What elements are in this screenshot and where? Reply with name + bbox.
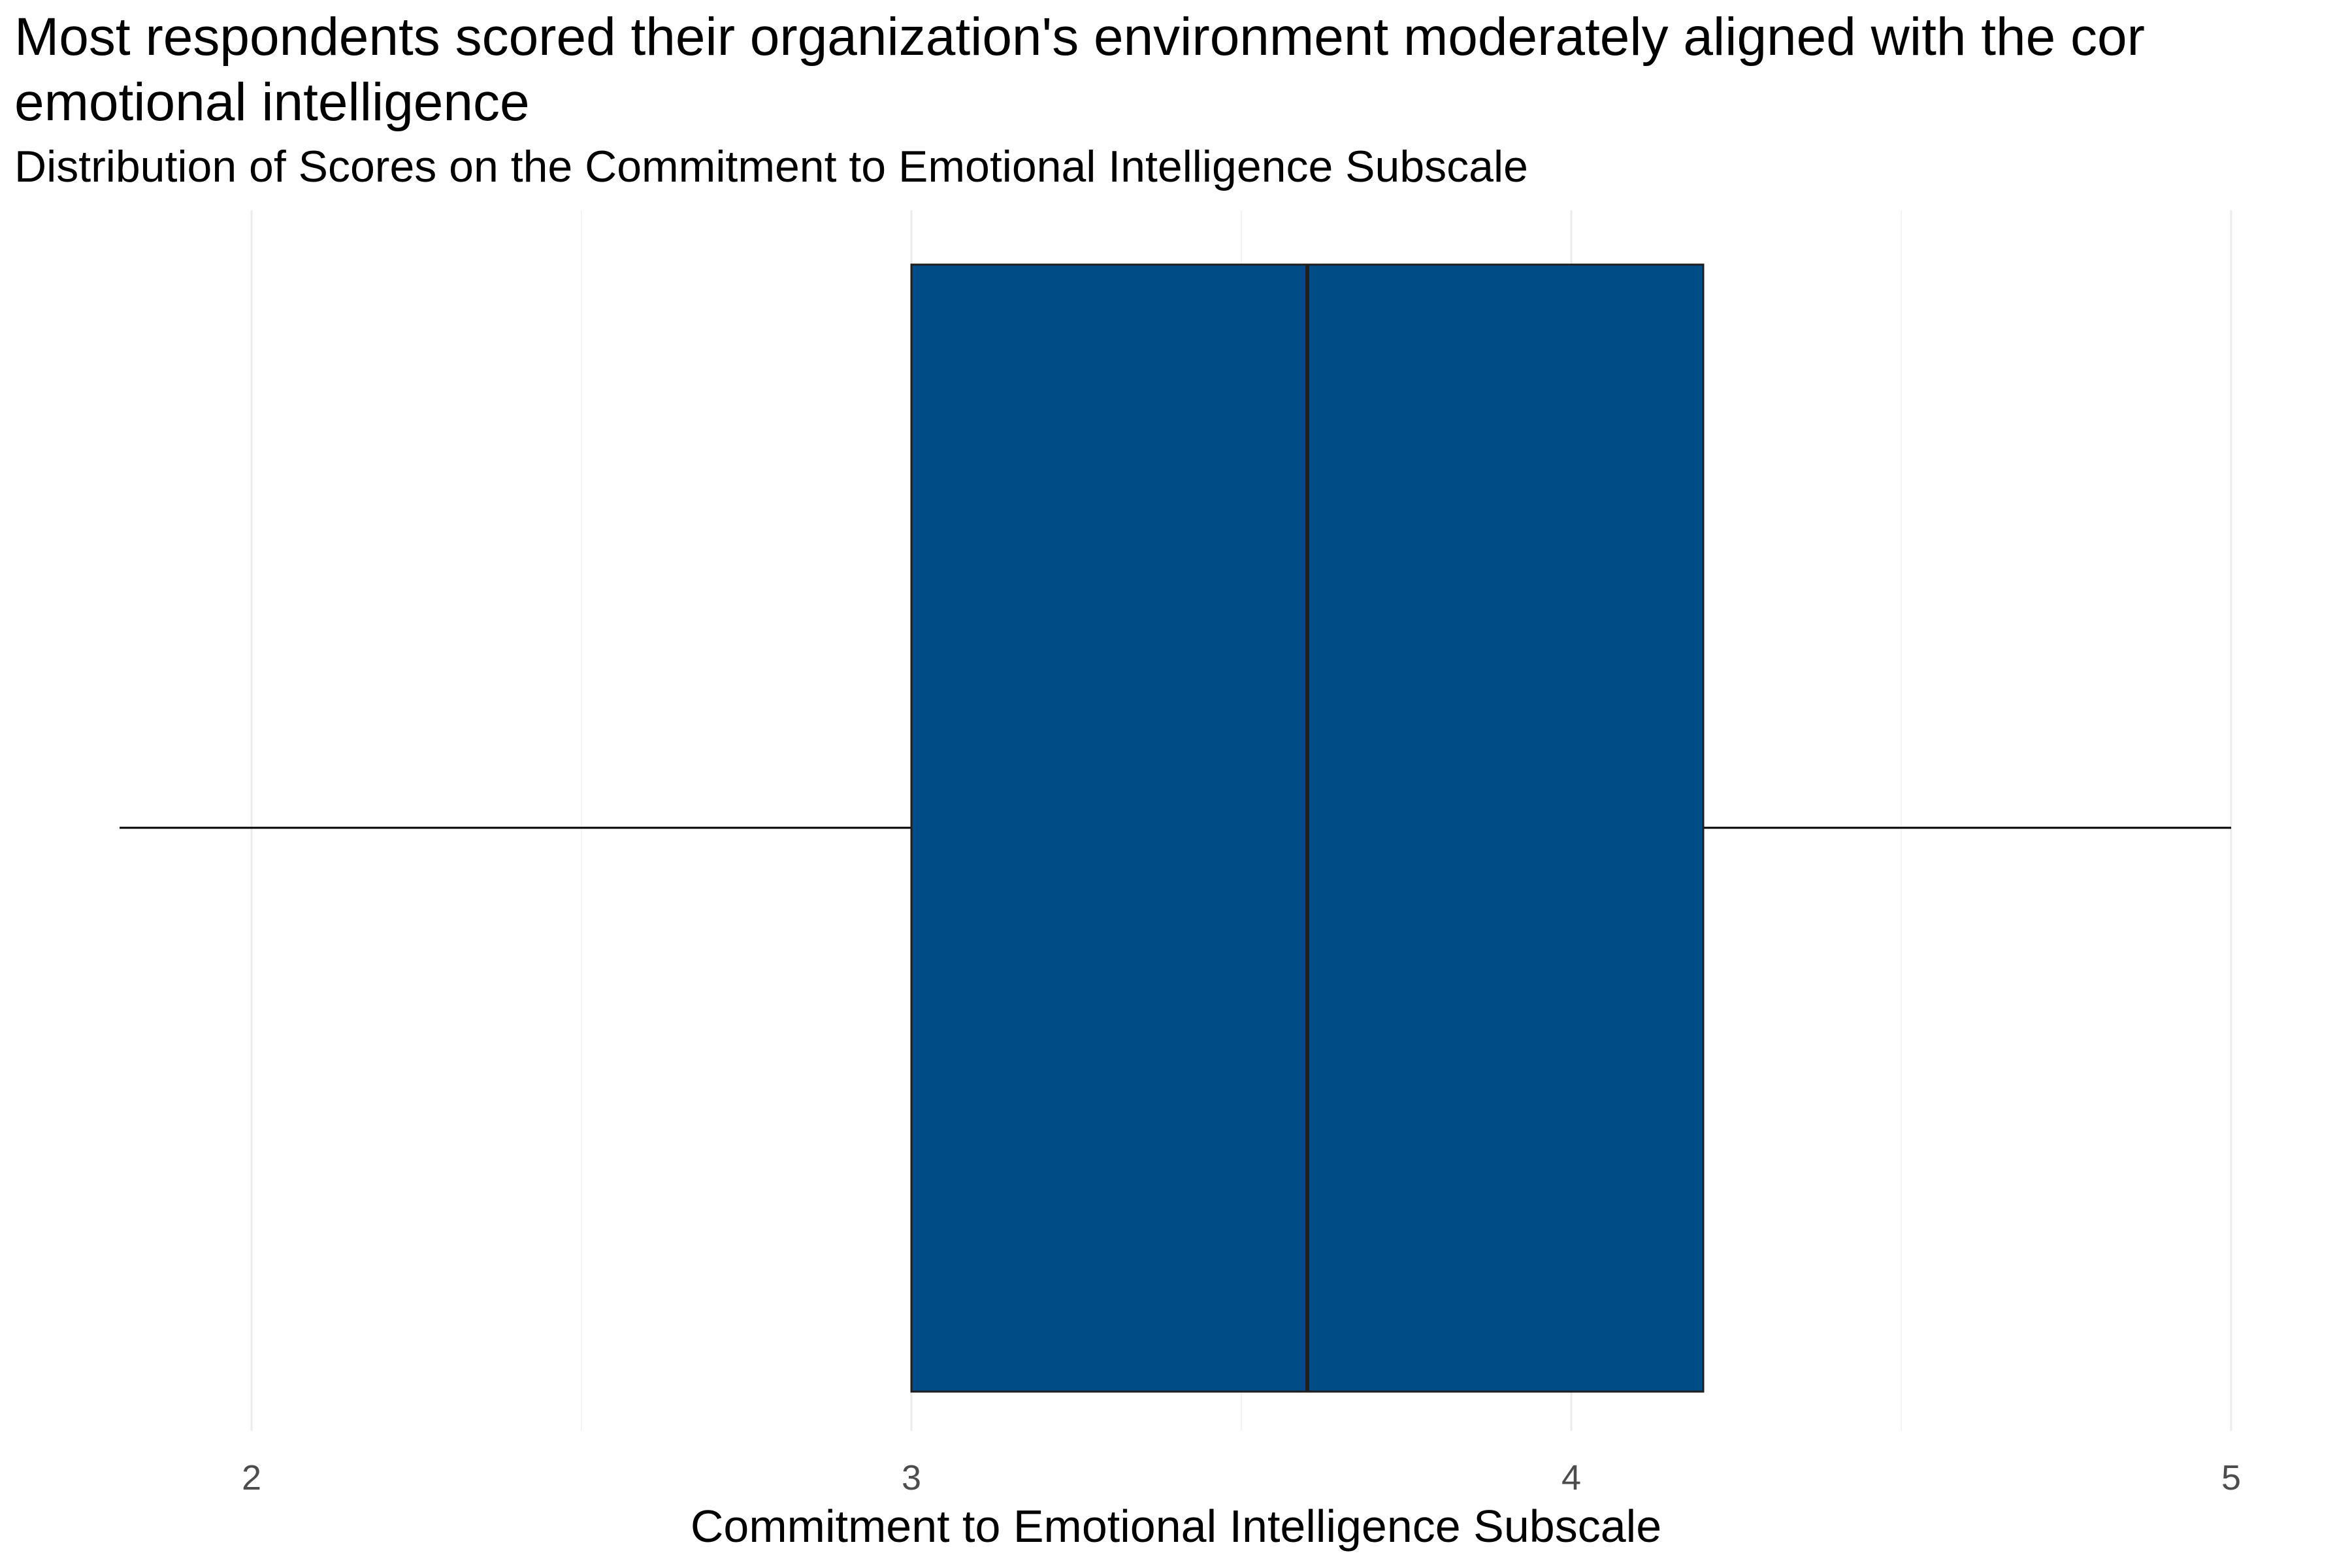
x-tick-label-3: 3 <box>902 1458 921 1497</box>
x-tick-label-2: 2 <box>242 1458 261 1497</box>
x-tick-label-4: 4 <box>1561 1458 1581 1497</box>
chart-subtitle: Distribution of Scores on the Commitment… <box>14 142 1528 191</box>
x-tick-label-5: 5 <box>2221 1458 2241 1497</box>
chart-title-line-1: Most respondents scored their organizati… <box>14 7 2145 67</box>
x-axis-tick-labels: 2 3 4 5 <box>242 1458 2241 1497</box>
chart-title-line-2: emotional intelligence <box>14 73 530 132</box>
box <box>910 263 1705 1393</box>
x-axis-title: Commitment to Emotional Intelligence Sub… <box>691 1501 1661 1552</box>
